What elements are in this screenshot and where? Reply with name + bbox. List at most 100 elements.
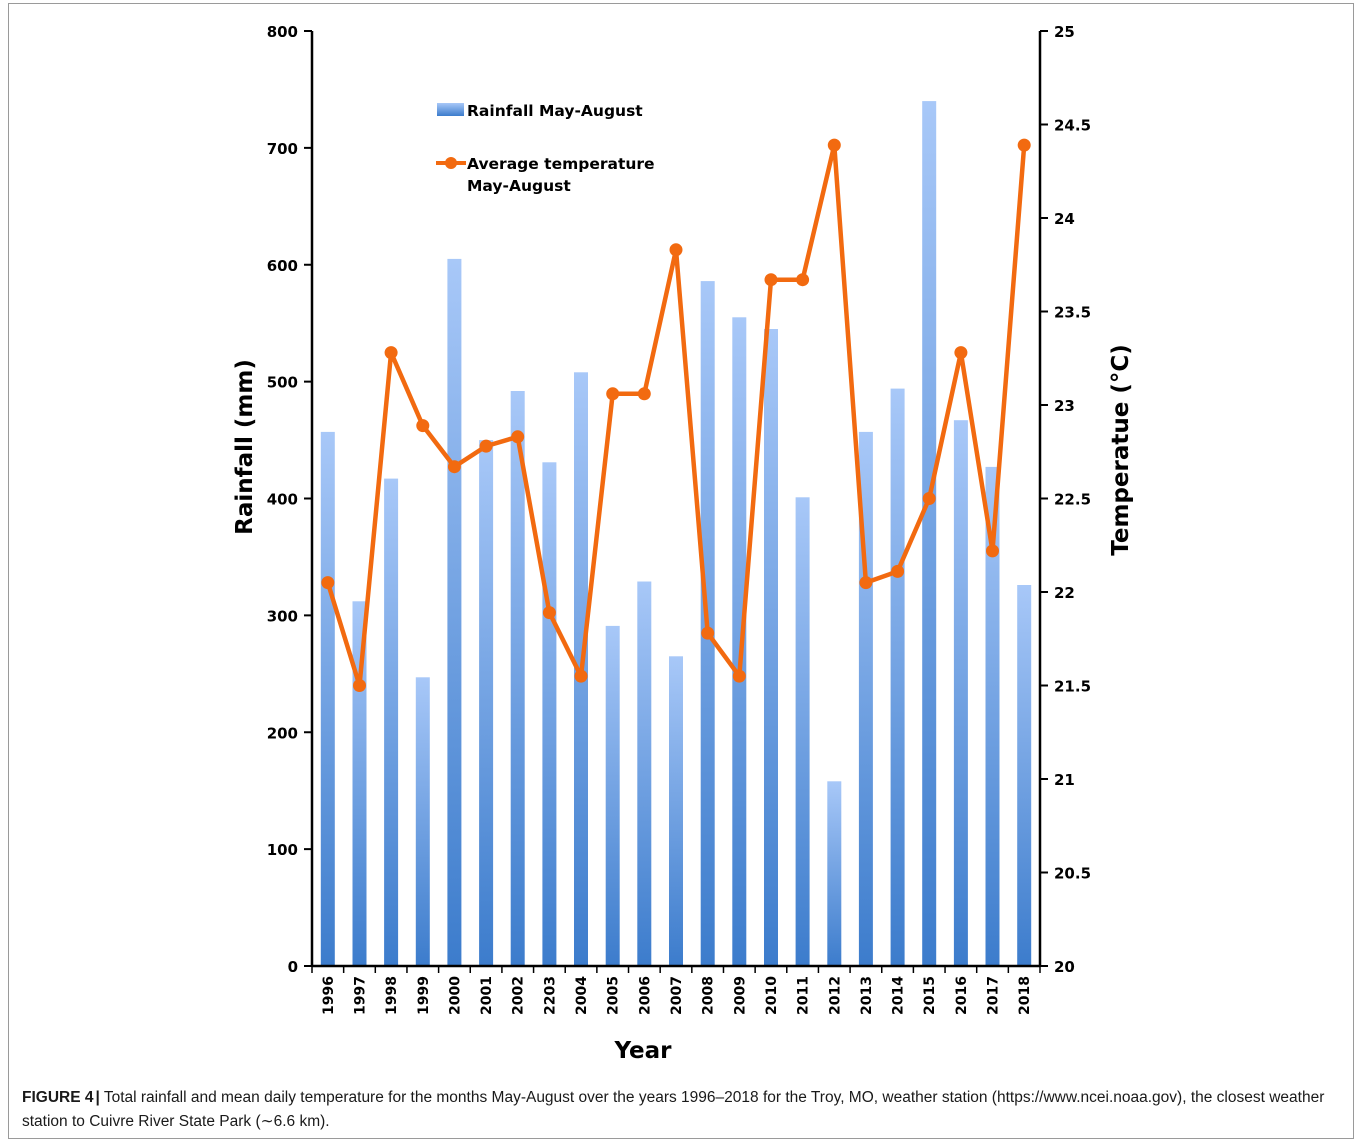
x-tick-label: 2015 <box>922 976 938 1015</box>
x-tick-label: 2017 <box>986 976 1002 1015</box>
bar-1996 <box>320 431 335 966</box>
y2-tick-label: 21.5 <box>1054 678 1091 696</box>
temp-point-2005 <box>606 387 620 401</box>
temp-point-1998 <box>384 346 398 360</box>
y2-tick-label: 24.5 <box>1054 117 1091 135</box>
y-tick-label: 300 <box>267 607 298 625</box>
temp-point-2001 <box>479 439 493 453</box>
figure-caption: FIGURE 4 | Total rainfall and mean daily t… <box>22 1086 1340 1134</box>
bar-2018 <box>1017 585 1032 966</box>
x-tick-label: 2002 <box>511 976 527 1015</box>
y2-tick-label: 22.5 <box>1054 491 1091 509</box>
y2-tick-label: 20.5 <box>1054 865 1091 883</box>
x-tick-label: 2013 <box>859 976 875 1015</box>
temp-point-2018 <box>1017 138 1031 152</box>
y-tick-label: 400 <box>267 491 298 509</box>
legend-label-temperature: Average temperature May-August <box>467 155 655 195</box>
bar-2015 <box>922 101 937 967</box>
x-tick-label: 2005 <box>606 976 622 1015</box>
bar-1999 <box>415 677 430 966</box>
bar-1998 <box>384 478 399 966</box>
x-tick-label: 2007 <box>669 976 685 1015</box>
bar-2002 <box>510 391 525 966</box>
x-tick-label: 2004 <box>574 976 590 1015</box>
y-tick-label: 600 <box>267 257 298 275</box>
axes: 0 100 200 300 400 500 600 700 800 20 20.5 21 21.5 22 2… <box>267 23 1091 1015</box>
y2-tick-label: 20 <box>1054 958 1075 976</box>
bar-2010 <box>764 329 778 966</box>
bar-2000 <box>447 258 462 966</box>
x-tick-label: 2012 <box>827 976 843 1015</box>
y-tick-label: 0 <box>288 958 298 976</box>
bar-2009 <box>732 317 747 966</box>
temp-point-2000 <box>447 460 461 474</box>
caption-text: Total rainfall and mean daily temperatur… <box>22 1089 1325 1130</box>
y2-tick-label: 23 <box>1054 397 1075 415</box>
x-tick-label: 1997 <box>353 976 369 1015</box>
bar-2006 <box>637 581 652 966</box>
x-tick-label: 2001 <box>479 976 495 1015</box>
y2-tick-label: 25 <box>1054 23 1075 41</box>
legend-swatch-rainfall <box>437 103 464 116</box>
bar-series <box>320 101 1032 967</box>
x-tick-label: 2203 <box>542 976 558 1015</box>
bar-2203 <box>542 462 557 966</box>
legend-swatch-temp-marker <box>445 157 457 169</box>
bar-2005 <box>605 625 620 966</box>
bar-2013 <box>858 431 873 966</box>
caption-label: FIGURE 4 <box>22 1089 94 1106</box>
y2-tick-label: 22 <box>1054 584 1075 602</box>
y-axis-title: Rainfall (mm) <box>232 359 258 535</box>
x-tick-label: 1996 <box>321 976 337 1015</box>
y-tick-label: 100 <box>267 841 298 859</box>
y2-axis-title: Temperatue (°C) <box>1108 344 1134 556</box>
x-tick-label: 1998 <box>384 976 400 1015</box>
temp-point-2015 <box>922 492 936 505</box>
temp-point-2014 <box>891 564 905 578</box>
temp-point-2010 <box>764 273 778 287</box>
y2-tick-label: 23.5 <box>1054 304 1091 322</box>
bar-2016 <box>953 420 968 966</box>
bar-2017 <box>985 466 1000 966</box>
temp-point-2006 <box>637 387 651 401</box>
bar-2007 <box>669 656 683 966</box>
x-tick-label: 1999 <box>416 976 432 1015</box>
line-series <box>321 138 1031 692</box>
temp-point-2012 <box>827 138 841 152</box>
x-tick-label: 2014 <box>891 976 907 1015</box>
legend: Rainfall May-August Average temperature Ma… <box>436 102 655 195</box>
combo-chart: 0 100 200 300 400 500 600 700 800 20 20.5 21 21.5 22 2… <box>232 23 1134 1064</box>
caption-separator: | <box>95 1089 100 1106</box>
temp-point-2017 <box>986 544 999 558</box>
x-tick-label: 2000 <box>447 976 463 1015</box>
x-tick-label: 2011 <box>796 976 812 1015</box>
y-tick-label: 500 <box>267 374 298 392</box>
y-tick-label: 800 <box>267 23 298 41</box>
temperature-line <box>325 142 1027 688</box>
y-tick-label: 700 <box>267 140 298 158</box>
x-tick-label: 2009 <box>732 976 748 1015</box>
x-tick-label: 2018 <box>1017 976 1033 1015</box>
temp-point-2016 <box>954 346 968 360</box>
temp-point-2011 <box>796 273 810 287</box>
x-tick-label: 2016 <box>954 976 970 1015</box>
temp-point-2203 <box>542 606 556 620</box>
y2-tick-label: 21 <box>1054 771 1075 789</box>
bar-2011 <box>795 497 810 966</box>
temp-point-2004 <box>574 669 588 683</box>
y2-tick-label: 24 <box>1054 210 1075 228</box>
temp-point-1996 <box>321 576 335 590</box>
temp-point-2013 <box>859 576 873 590</box>
temp-point-2007 <box>669 243 683 257</box>
y-tick-label: 200 <box>267 724 298 742</box>
x-tick-label: 2008 <box>701 976 717 1015</box>
bar-2014 <box>890 388 905 967</box>
temp-point-2002 <box>511 430 525 444</box>
x-axis-title: Year <box>613 1038 672 1064</box>
temp-point-2009 <box>732 669 746 683</box>
temp-point-1999 <box>416 419 430 433</box>
x-tick-label: 2010 <box>764 976 780 1015</box>
x-tick-label: 2006 <box>637 976 653 1015</box>
bar-2001 <box>479 440 494 967</box>
legend-label-rainfall: Rainfall May-August <box>467 102 643 120</box>
